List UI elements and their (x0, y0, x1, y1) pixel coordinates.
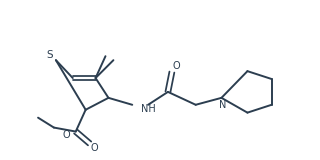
Text: S: S (47, 50, 53, 60)
Text: NH: NH (141, 104, 156, 114)
Text: O: O (62, 130, 70, 140)
Text: O: O (172, 61, 180, 71)
Text: O: O (91, 143, 98, 153)
Text: N: N (219, 100, 226, 110)
